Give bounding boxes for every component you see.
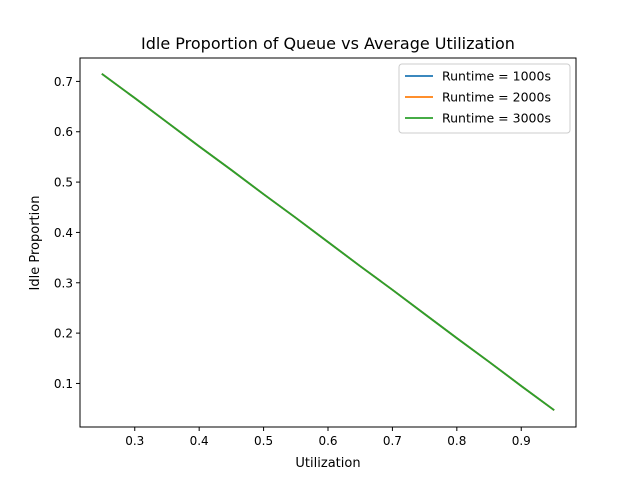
y-tick-label: 0.2 [54, 327, 73, 341]
x-tick-label: 0.4 [190, 434, 209, 448]
plot-frame [79, 57, 577, 428]
x-tick-label: 0.5 [254, 434, 273, 448]
legend-entry: Runtime = 2000s [442, 90, 551, 105]
chart-title: Idle Proportion of Queue vs Average Util… [141, 34, 515, 53]
y-axis: 0.1 0.2 0.3 0.4 0.5 0.6 0.7 [54, 75, 80, 391]
x-axis: 0.3 0.4 0.5 0.6 0.7 0.8 0.9 [125, 427, 531, 448]
x-tick-label: 0.3 [125, 434, 144, 448]
y-tick-label: 0.4 [54, 226, 73, 240]
y-tick-label: 0.1 [54, 377, 73, 391]
x-tick-label: 0.8 [447, 434, 466, 448]
x-tick-label: 0.9 [512, 434, 531, 448]
series-line [101, 73, 555, 411]
legend-entry: Runtime = 1000s [442, 69, 551, 84]
y-tick-label: 0.6 [54, 125, 73, 139]
legend-entry: Runtime = 3000s [442, 111, 551, 126]
y-tick-label: 0.7 [54, 75, 73, 89]
x-tick-label: 0.6 [318, 434, 337, 448]
x-axis-label: Utilization [295, 456, 360, 471]
series-layer [101, 73, 555, 411]
y-axis-label: Idle Proportion [28, 196, 43, 291]
y-tick-label: 0.3 [54, 276, 73, 290]
x-tick-label: 0.7 [383, 434, 402, 448]
legend: Runtime = 1000s Runtime = 2000s Runtime = … [398, 63, 571, 134]
y-tick-label: 0.5 [54, 176, 73, 190]
legend-box [398, 63, 571, 134]
